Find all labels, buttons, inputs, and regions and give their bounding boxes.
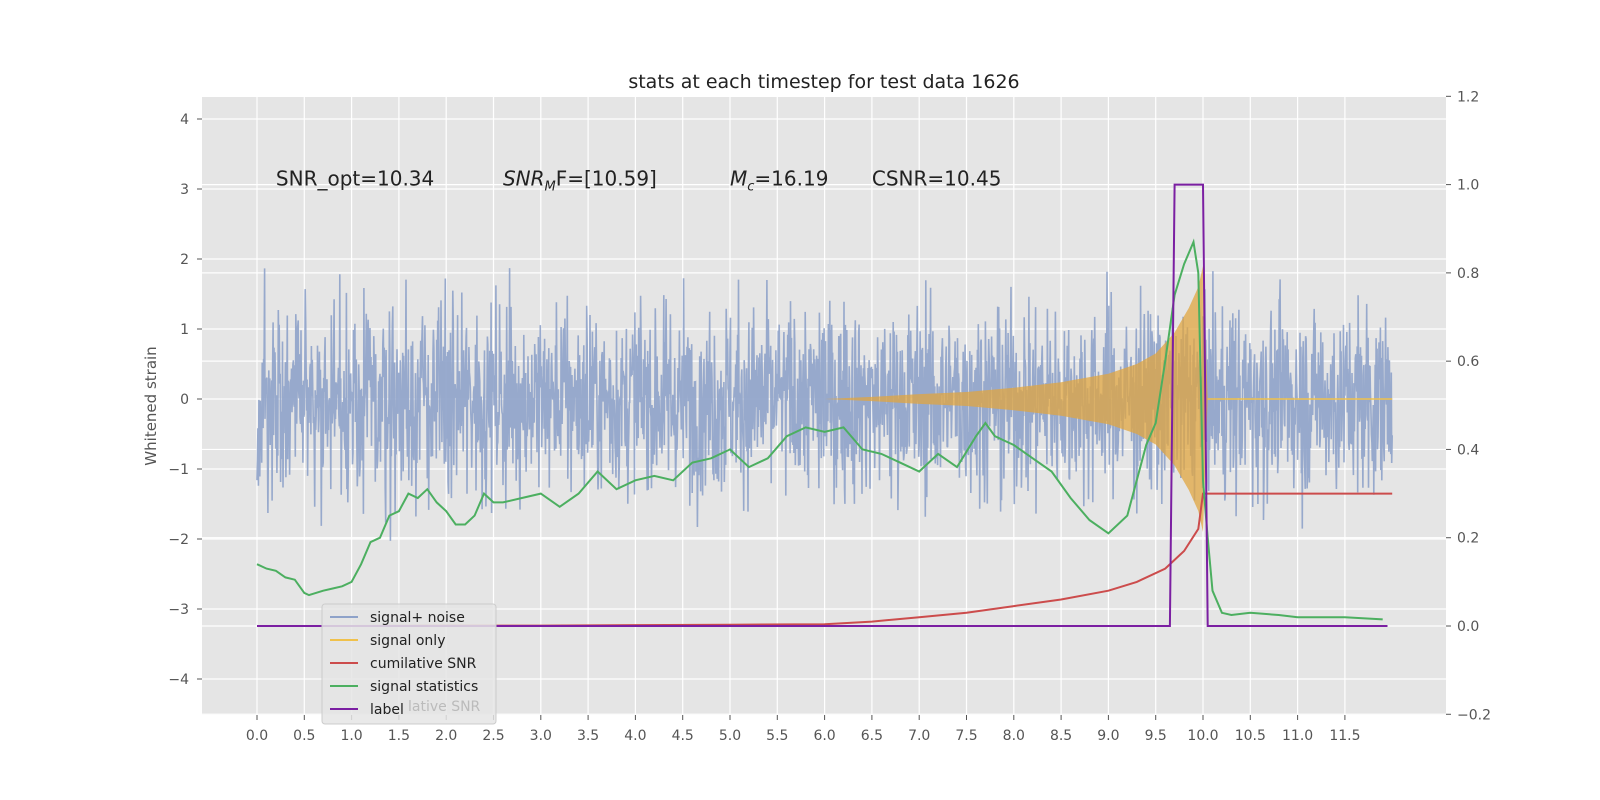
series-label-line — [257, 183, 1388, 627]
legend-label: signal only — [370, 633, 445, 649]
y-axis-left-title: Whitened strain — [142, 346, 160, 465]
x-tick-label: 11.5 — [1329, 728, 1360, 744]
y-left-tick-label: −3 — [168, 602, 189, 618]
x-tick-label: 1.0 — [340, 728, 362, 744]
legend-box — [321, 603, 497, 725]
x-tick-label: 9.5 — [1145, 728, 1167, 744]
x-tick-label: 6.5 — [861, 728, 883, 744]
legend-label: cumilative SNR — [370, 656, 477, 672]
legend-label: label — [370, 702, 404, 718]
y-left-tick-label: 0 — [180, 392, 189, 408]
annotations: SNR_opt=10.34 SNRMF=[10.59] Mc=16.19 CSNR=1… — [276, 167, 1002, 195]
legend-label: signal+ noise — [370, 610, 465, 626]
x-tick-label: 10.0 — [1187, 728, 1218, 744]
x-tick-label: 11.0 — [1282, 728, 1313, 744]
y-right-tick-label: 0.0 — [1457, 619, 1479, 635]
annotation-text: CSNR=10.45 — [872, 167, 1002, 191]
x-tick-label: 4.0 — [624, 728, 646, 744]
y-right-tick-label: 0.8 — [1457, 266, 1479, 282]
x-tick-label: 7.0 — [908, 728, 930, 744]
x-tick-label: 3.0 — [530, 728, 552, 744]
x-tick-label: 8.0 — [1003, 728, 1025, 744]
y-right-tick-label: −0.2 — [1457, 707, 1491, 723]
x-tick-label: 7.5 — [955, 728, 977, 744]
series-layer — [256, 183, 1393, 627]
legend-ghost-text: lative SNR — [408, 699, 481, 715]
y-left-tick-label: 4 — [180, 112, 189, 128]
annotation-text: SNR_opt=10.34 — [276, 167, 434, 191]
x-tick-label: 8.5 — [1050, 728, 1072, 744]
x-tick-label: 1.5 — [388, 728, 410, 744]
annotation-text: SNRMF=[10.59] — [503, 167, 657, 195]
legend-label: signal statistics — [370, 679, 478, 695]
y-right-tick-label: 1.0 — [1457, 178, 1479, 194]
legend: lative SNR signal+ noise signal only cumila… — [321, 603, 497, 725]
x-tick-label: 0.5 — [293, 728, 315, 744]
y-left-tick-label: −1 — [168, 462, 189, 478]
x-tick-label: 5.0 — [719, 728, 741, 744]
series-signal-statistics-line — [256, 238, 1383, 621]
x-tick-label: 10.5 — [1235, 728, 1266, 744]
x-tick-label: 2.0 — [435, 728, 457, 744]
chart-title: stats at each timestep for test data 162… — [628, 71, 1019, 93]
y-left-tick-label: 2 — [180, 252, 189, 268]
y-right-tick-label: 0.6 — [1457, 354, 1479, 370]
x-tick-label: 3.5 — [577, 728, 599, 744]
x-tick-label: 2.5 — [482, 728, 504, 744]
y-right-tick-label: 1.2 — [1457, 89, 1479, 105]
x-tick-label: 6.0 — [813, 728, 835, 744]
axes-layer: 0.0 0.5 1.0 1.5 2.0 2.5 3.0 3.5 4.0 4.5 5.0 5.5 6.0 6… — [168, 89, 1491, 744]
y-right-tick-label: 0.2 — [1457, 531, 1479, 547]
y-left-tick-label: 3 — [180, 182, 189, 198]
x-tick-label: 4.5 — [672, 728, 694, 744]
annotation-text: Mc=16.19 — [730, 167, 828, 195]
y-left-tick-label: 1 — [180, 322, 189, 338]
x-tick-label: 5.5 — [766, 728, 788, 744]
y-right-tick-label: 0.4 — [1457, 442, 1479, 458]
y-left-tick-label: −4 — [168, 672, 189, 688]
series-signal-only-envelope — [824, 266, 1393, 532]
x-tick-label: 9.0 — [1097, 728, 1119, 744]
y-left-tick-label: −2 — [168, 532, 189, 548]
x-tick-label: 0.0 — [246, 728, 268, 744]
